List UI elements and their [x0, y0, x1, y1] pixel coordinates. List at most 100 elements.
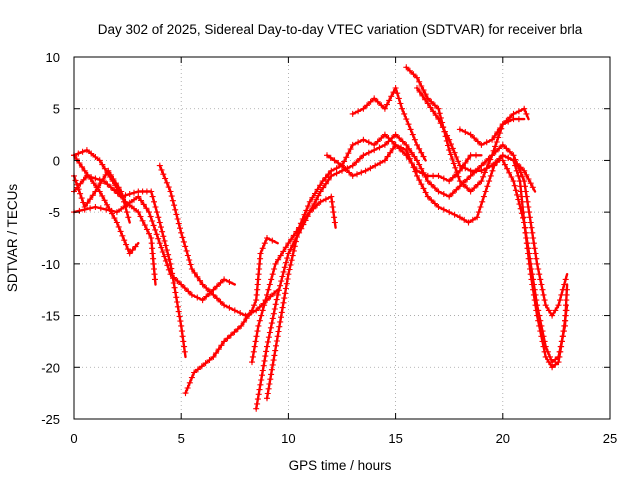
data-point-marker — [416, 161, 423, 168]
data-point-marker — [296, 224, 303, 231]
y-tick-label: -5 — [48, 205, 60, 220]
data-point-marker — [199, 297, 206, 304]
data-point-marker — [555, 359, 562, 366]
data-point-marker — [424, 178, 431, 185]
data-point-marker — [282, 290, 289, 297]
data-point-marker — [158, 224, 164, 231]
data-point-marker — [467, 188, 474, 195]
data-point-marker — [516, 201, 523, 208]
data-point-marker — [92, 175, 99, 182]
data-point-marker — [272, 347, 279, 354]
data-point-marker — [313, 196, 320, 203]
data-point-marker — [298, 220, 305, 227]
data-point-marker — [122, 192, 129, 199]
data-point-marker — [556, 353, 563, 360]
data-point-marker — [549, 312, 556, 319]
data-point-marker — [277, 252, 284, 259]
data-point-marker — [149, 250, 156, 257]
data-point-marker — [295, 229, 301, 236]
data-point-marker — [523, 110, 530, 117]
data-point-marker — [467, 131, 474, 138]
data-point-marker — [172, 289, 179, 296]
data-point-marker — [446, 147, 453, 154]
data-point-marker — [265, 334, 272, 341]
data-point-marker — [112, 182, 119, 189]
data-point-marker — [249, 359, 255, 366]
data-point-marker — [104, 181, 111, 188]
data-point-marker — [533, 255, 540, 262]
data-point-marker — [279, 304, 286, 311]
data-point-marker — [347, 146, 354, 153]
data-point-marker — [118, 206, 125, 212]
data-point-marker — [416, 78, 423, 85]
data-point-marker — [165, 251, 172, 258]
x-tick-label: 20 — [496, 431, 510, 446]
data-point-marker — [446, 209, 453, 216]
data-point-marker — [181, 343, 188, 350]
markers-trace-l — [349, 85, 427, 160]
data-point-marker — [356, 155, 363, 162]
markers-trace-d — [71, 172, 188, 355]
data-point-marker — [515, 116, 522, 123]
data-point-marker — [562, 276, 569, 283]
data-point-marker — [179, 333, 186, 340]
data-point-marker — [278, 314, 284, 321]
data-point-marker — [77, 190, 84, 197]
data-point-marker — [327, 154, 334, 161]
data-point-marker — [253, 405, 260, 412]
data-point-marker — [92, 188, 99, 195]
data-point-marker — [495, 134, 502, 141]
data-point-marker — [83, 147, 90, 154]
data-point-marker — [339, 162, 345, 169]
data-point-marker — [303, 207, 310, 214]
data-point-marker — [416, 145, 423, 152]
data-point-marker — [517, 205, 524, 212]
data-point-marker — [206, 288, 213, 295]
data-point-marker — [456, 178, 463, 185]
data-point-marker — [555, 302, 562, 309]
data-point-marker — [435, 105, 442, 112]
data-point-marker — [514, 191, 521, 198]
data-point-marker — [135, 209, 142, 216]
data-point-marker — [256, 260, 263, 267]
data-point-marker — [427, 104, 434, 111]
data-point-marker — [317, 198, 324, 205]
data-point-marker — [487, 156, 494, 163]
data-point-marker — [114, 190, 121, 197]
axis-ticks: 0 5 10 15 20 25 -25 -20 -15 -10 -5 0 5 10 — [41, 50, 617, 446]
data-point-marker — [354, 171, 360, 178]
data-point-marker — [378, 102, 385, 109]
data-point-marker — [386, 97, 393, 104]
data-point-marker — [499, 121, 506, 128]
data-point-marker — [312, 190, 318, 197]
data-point-marker — [378, 135, 385, 141]
data-point-marker — [139, 217, 146, 224]
data-point-marker — [431, 185, 438, 191]
data-point-marker — [143, 205, 150, 212]
data-point-marker — [449, 190, 456, 197]
data-point-marker — [151, 271, 158, 278]
data-point-marker — [234, 326, 241, 332]
data-point-marker — [365, 139, 372, 146]
data-point-marker — [559, 333, 566, 340]
data-point-marker — [269, 361, 276, 368]
data-point-marker — [129, 247, 136, 254]
data-point-marker — [399, 105, 405, 112]
data-point-marker — [538, 281, 545, 288]
data-point-marker — [319, 178, 326, 185]
data-point-marker — [536, 271, 543, 278]
data-point-marker — [526, 260, 533, 267]
data-point-marker — [510, 116, 517, 123]
data-point-marker — [444, 132, 451, 139]
data-point-marker — [317, 182, 324, 189]
data-point-marker — [525, 255, 532, 262]
data-point-marker — [437, 120, 444, 127]
data-point-marker — [384, 153, 391, 160]
data-point-marker — [528, 224, 535, 231]
data-point-marker — [481, 159, 488, 166]
data-point-marker — [506, 169, 513, 176]
y-tick-label: 0 — [53, 153, 60, 168]
data-point-marker — [518, 210, 525, 217]
data-point-marker — [163, 179, 170, 186]
data-point-marker — [381, 157, 388, 164]
